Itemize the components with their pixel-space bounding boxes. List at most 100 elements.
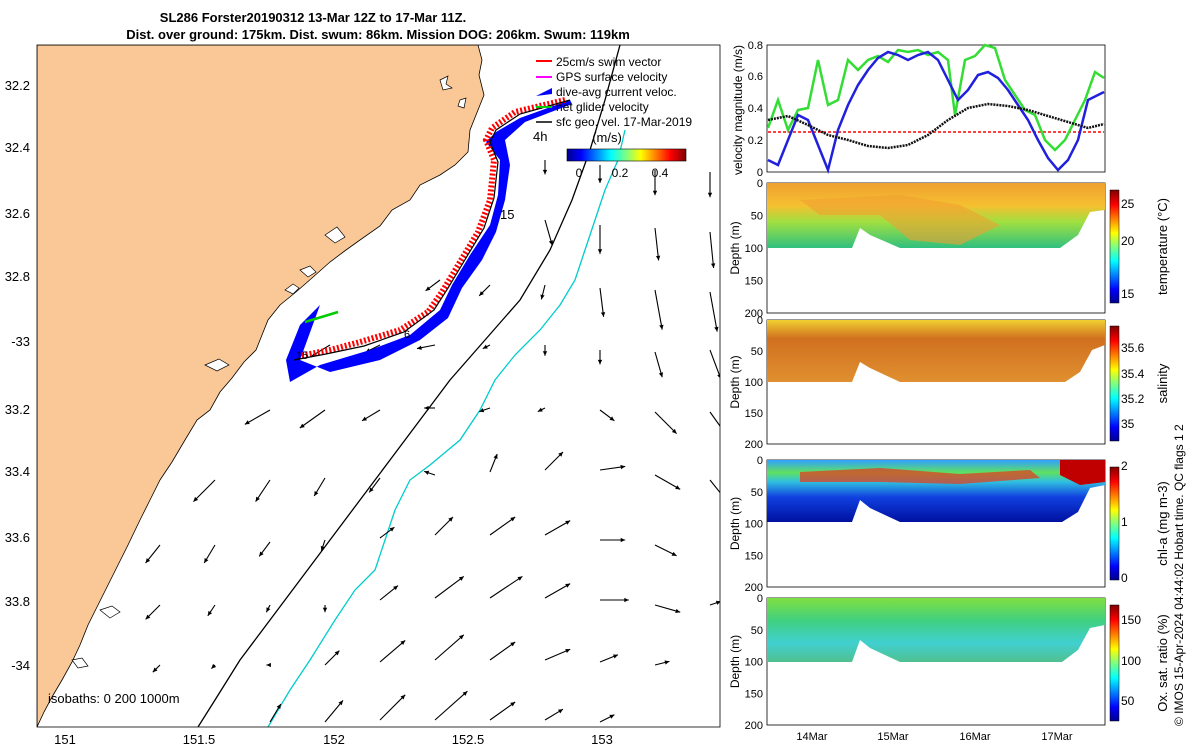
depth-tick: 150	[745, 688, 763, 700]
colorbar-tick: 35.2	[1121, 392, 1145, 406]
velocity-arrow	[379, 639, 406, 663]
glider-track: 4h 15 6 15	[286, 97, 572, 382]
time-tick: 16Mar	[959, 731, 991, 743]
velocity-arrow	[434, 690, 468, 721]
time-tick: 15Mar	[877, 731, 909, 743]
section-data-fill	[767, 320, 1105, 382]
oxygen-section	[766, 597, 1120, 726]
depth-tick: 100	[745, 519, 763, 531]
depth-ylabel: Depth (m)	[728, 635, 742, 688]
legend-label: 25cm/s swim vector	[556, 55, 661, 69]
lat-tick: 32.2	[5, 78, 30, 93]
velocity-arrow	[709, 349, 720, 379]
green-speed-series	[766, 43, 1105, 152]
velocity-arrowhead	[400, 640, 406, 645]
velocity-yticks: 0 0.2 0.4 0.6 0.8	[748, 40, 763, 179]
velocity-arrowhead	[517, 576, 523, 581]
velocity-arrowhead	[424, 470, 430, 475]
velocity-arrow	[434, 634, 465, 661]
lat-tick: 32.4	[5, 140, 30, 155]
velocity-arrowhead	[510, 702, 516, 707]
velocity-arrow	[599, 287, 605, 317]
section-colorbar	[1109, 466, 1120, 581]
colorbar-tick: 0.2	[612, 166, 629, 180]
vel-ytick: 0.8	[748, 40, 763, 52]
velocity-arrowhead	[362, 416, 367, 421]
isobath-label: isobaths: 0 200 1000m	[48, 691, 180, 706]
depth-ylabel: Depth (m)	[728, 221, 742, 274]
velocity-arrowhead	[710, 263, 716, 268]
velocity-arrowhead	[652, 190, 658, 196]
velocity-arrowhead	[714, 326, 719, 332]
velocity-arrow	[489, 641, 516, 661]
velocity-panel: 0 0.2 0.4 0.6 0.8 velocity magnitude (m/…	[731, 40, 1106, 179]
velocity-arrowhead	[558, 709, 563, 714]
velocity-arrowhead	[620, 464, 626, 470]
map-panel: 4h 15 6 15 isobaths: 0 200 1000m	[37, 45, 728, 727]
section-bloom-band	[800, 468, 1040, 484]
track-label-6: 6	[404, 329, 410, 341]
depth-tick: 200	[745, 720, 763, 732]
lat-tick: -34	[11, 658, 30, 673]
velocity-arrowhead	[266, 607, 271, 613]
net-glider-velocity-arrow	[304, 310, 339, 324]
vel-ytick: 0	[757, 167, 763, 179]
colorbar-tick: 0	[576, 166, 583, 180]
lat-tick: 33.6	[5, 530, 30, 545]
velocity-arrowhead	[334, 650, 340, 656]
colorbar-tick: 1	[1121, 515, 1128, 529]
velocity-arrowhead	[462, 691, 468, 696]
lon-tick: 152.5	[452, 732, 485, 747]
velocity-plot-area	[766, 44, 1106, 173]
velocity-arrowhead	[609, 714, 615, 719]
velocity-arrowhead	[620, 537, 626, 543]
legend-label: sfc geo. vel. 17-Mar-2019	[556, 115, 692, 129]
velocity-arrowhead	[565, 583, 571, 588]
velocity-arrow	[654, 411, 677, 434]
velocity-arrow	[709, 411, 720, 427]
velocity-arrowhead	[724, 432, 728, 437]
time-tick: 17Mar	[1041, 731, 1073, 743]
colorbar-tick: 25	[1121, 197, 1135, 211]
velocity-arrowhead	[400, 694, 406, 700]
vel-ytick: 0.4	[748, 103, 763, 115]
track-label-4h: 4h	[533, 129, 547, 144]
velocity-arrowhead	[259, 551, 264, 557]
velocity-arrowhead	[314, 491, 319, 496]
velocity-arrowhead	[510, 642, 516, 647]
section-warm-core	[800, 195, 1000, 245]
colorbar-tick: 50	[1121, 694, 1135, 708]
blue-speed-series	[767, 50, 1105, 175]
velocity-arrowhead	[548, 240, 554, 246]
velocity-arrowhead	[145, 614, 151, 620]
velocity-arrow	[434, 575, 465, 599]
velocity-arrowhead	[493, 454, 498, 459]
velocity-arrowhead	[717, 374, 720, 379]
velocity-arrow	[709, 479, 720, 494]
time-tick: 14Mar	[796, 731, 828, 743]
depth-tick: 200	[745, 439, 763, 451]
salinity-section	[766, 319, 1120, 445]
velocity-arrowhead	[597, 359, 603, 365]
glider-path	[293, 99, 571, 361]
colorbar-tick: 0.4	[652, 166, 669, 180]
colorbar-label: chl-a (mg m-3)	[1155, 481, 1170, 566]
velocity-arrowhead	[145, 558, 151, 563]
velocity-arrowhead	[458, 634, 464, 640]
velocity-ylabel: velocity magnitude (m/s)	[731, 45, 745, 175]
velocity-arrowhead	[417, 345, 422, 350]
depth-tick: 150	[745, 550, 763, 562]
velocity-arrowhead	[299, 423, 305, 428]
colorbar-tick: 35.4	[1121, 367, 1145, 381]
velocity-arrowhead	[675, 485, 681, 490]
velocity-arrowhead	[659, 324, 664, 330]
colorbar-label: salinity	[1155, 363, 1170, 403]
depth-tick: 100	[745, 657, 763, 669]
velocity-arrowhead	[266, 662, 271, 668]
depth-tick: 50	[751, 211, 763, 223]
black-speed-series	[767, 102, 1105, 150]
velocity-arrowhead	[389, 527, 395, 532]
velocity-arrowhead	[255, 496, 260, 502]
section-colorbar	[1109, 325, 1120, 442]
